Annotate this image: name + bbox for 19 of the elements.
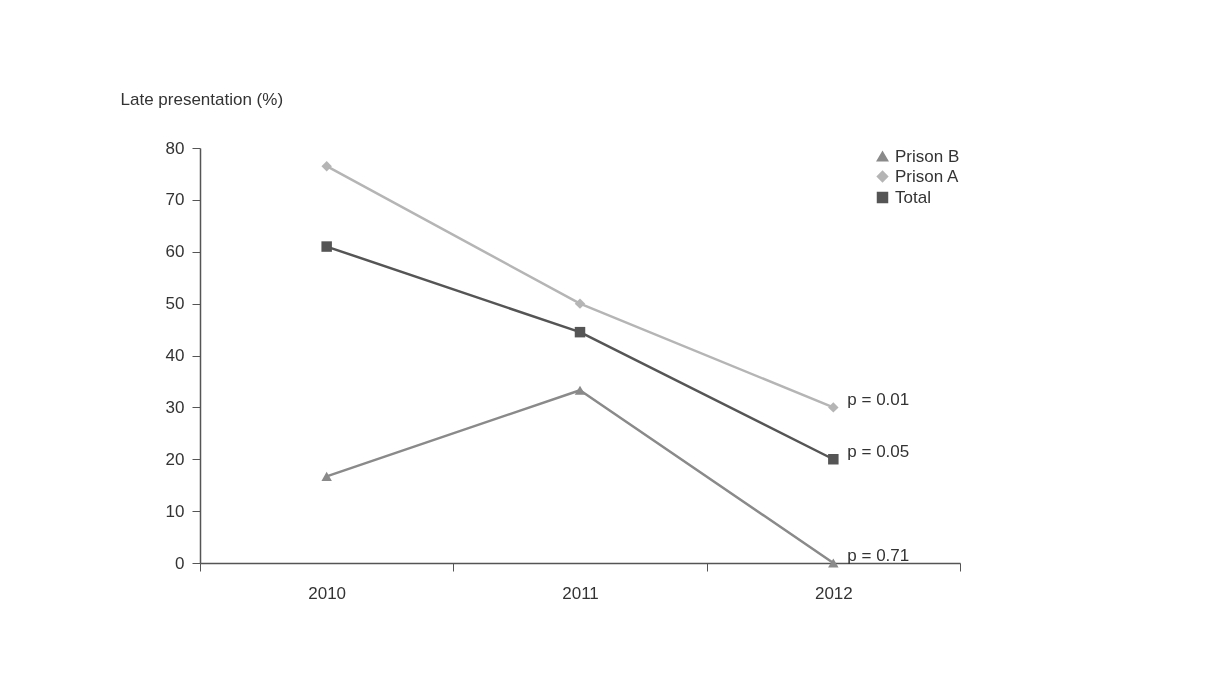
y-tick-label: 50 xyxy=(165,294,185,314)
y-tick-label: 30 xyxy=(165,397,185,417)
y-tick-label: 40 xyxy=(165,346,185,365)
y-axis-title: Late presentation (%) xyxy=(120,89,284,109)
y-tick-label: 60 xyxy=(165,242,185,262)
legend-label: Total xyxy=(895,187,931,207)
x-tick-label: 2011 xyxy=(562,583,599,603)
annotation: p = 0.05 xyxy=(847,442,910,462)
x-tick-label: 2010 xyxy=(308,583,347,603)
annotation: p = 0.01 xyxy=(847,390,910,410)
legend-label: Prison A xyxy=(895,166,959,186)
x-tick-label: 2012 xyxy=(814,583,853,603)
y-tick-label: 10 xyxy=(165,501,185,521)
legend-label: Prison B xyxy=(895,146,960,166)
annotation: p = 0.71 xyxy=(847,546,910,565)
y-tick-label: 70 xyxy=(165,190,185,210)
y-tick-label: 0 xyxy=(175,553,185,573)
y-tick-label: 80 xyxy=(165,138,185,158)
y-tick-label: 20 xyxy=(165,449,185,469)
